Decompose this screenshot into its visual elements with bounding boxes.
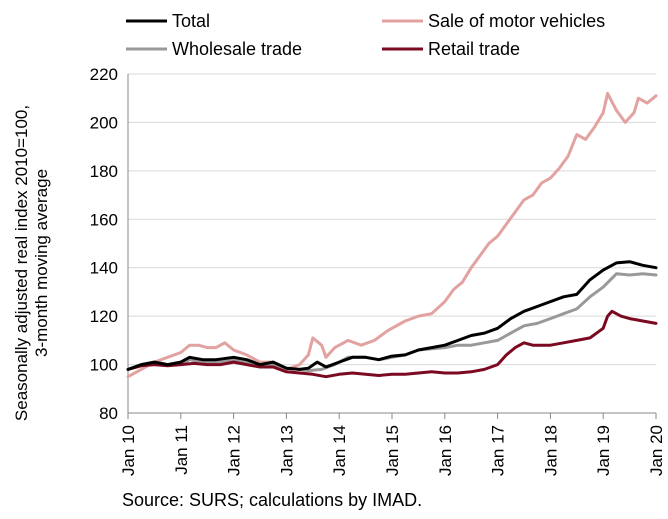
series-lines: [126, 91, 658, 379]
y-tick-label-120: 120: [90, 307, 118, 326]
x-tick-label-10: Jan 20: [647, 425, 666, 476]
x-tick-label-8: Jan 18: [541, 425, 560, 476]
series-line-3: [126, 309, 658, 379]
y-axis-title-line-2: 3-month moving average: [32, 169, 51, 357]
y-tick-label-220: 220: [90, 65, 118, 84]
x-tick-label-5: Jan 15: [383, 425, 402, 476]
x-tick-label-0: Jan 10: [119, 425, 138, 476]
x-tick-label-9: Jan 19: [594, 425, 613, 476]
y-tick-label-100: 100: [90, 356, 118, 375]
y-tick-labels: 80 100 120 140 160 180 200 220: [90, 65, 118, 423]
y-tick-label-180: 180: [90, 162, 118, 181]
legend-label-2: Wholesale trade: [172, 39, 302, 59]
gridlines: [128, 73, 656, 366]
y-axis-title-line-1: Seasonally adjusted real index 2010=100,: [12, 105, 31, 421]
y-axis-title: Seasonally adjusted real index 2010=100,…: [12, 105, 51, 421]
legend-label-3: Retail trade: [428, 39, 520, 59]
legend-label-0: Total: [172, 11, 210, 31]
x-tick-labels: Jan 10 Jan 11 Jan 12 Jan 13 Jan 14 Jan 15 Jan …: [119, 413, 666, 476]
legend: Total Sale of motor vehicles Wholesale tra…: [126, 11, 605, 59]
series-line-0: [126, 260, 658, 371]
x-tick-label-6: Jan 16: [436, 425, 455, 476]
y-tick-label-140: 140: [90, 259, 118, 278]
x-tick-label-7: Jan 17: [489, 425, 508, 476]
series-line-1: [126, 91, 658, 379]
x-tick-label-2: Jan 12: [225, 425, 244, 476]
y-tick-label-160: 160: [90, 210, 118, 229]
y-tick-label-200: 200: [90, 113, 118, 132]
x-tick-label-1: Jan 11: [172, 425, 191, 475]
source-note: Source: SURS; calculations by IMAD.: [122, 490, 423, 510]
x-tick-label-4: Jan 14: [330, 425, 349, 476]
y-tick-label-80: 80: [99, 404, 118, 423]
legend-label-1: Sale of motor vehicles: [428, 11, 605, 31]
x-tick-label-3: Jan 13: [277, 425, 296, 476]
